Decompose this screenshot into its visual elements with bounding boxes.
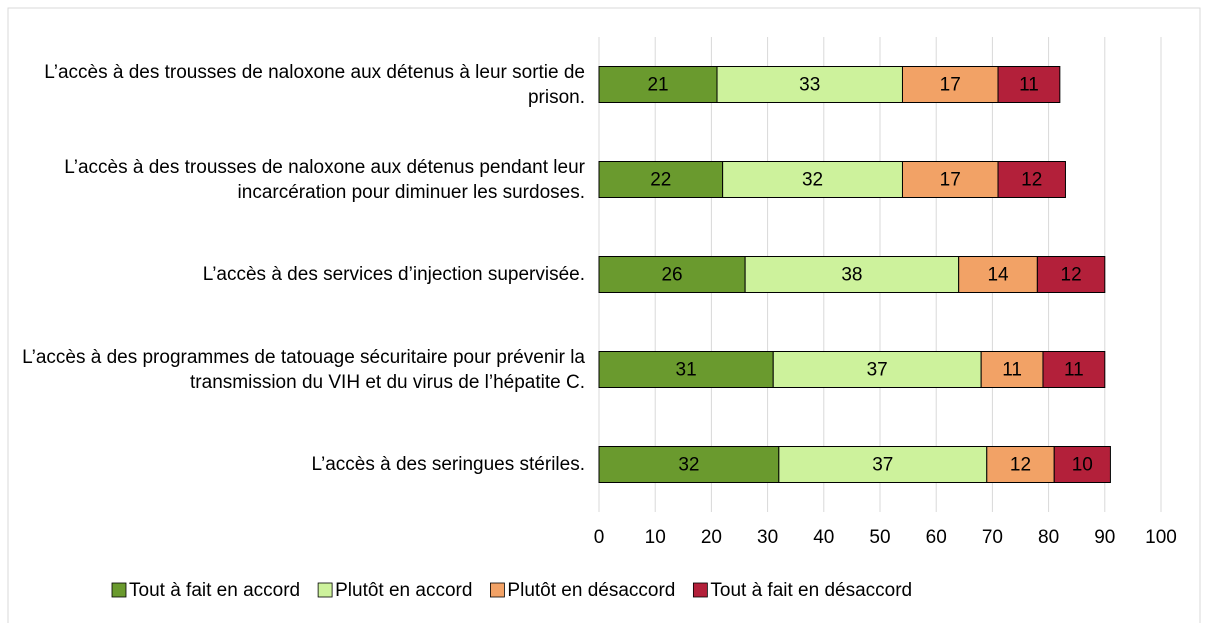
data-label: 12	[1021, 170, 1042, 191]
data-label: 31	[676, 360, 697, 381]
x-tick-label: 50	[869, 527, 890, 548]
data-label: 37	[872, 455, 893, 476]
legend-label: Plutôt en accord	[335, 580, 472, 601]
bar-segment	[901, 161, 999, 198]
data-label: 10	[1072, 455, 1093, 476]
data-label: 12	[1061, 265, 1082, 286]
bar-segment	[598, 446, 780, 483]
legend-label: Plutôt en désaccord	[507, 580, 675, 601]
bar-segment	[901, 66, 999, 103]
x-tick-label: 10	[645, 527, 666, 548]
data-label: 22	[650, 170, 671, 191]
bar-segment	[722, 161, 903, 198]
data-label: 14	[987, 265, 1009, 286]
frame	[7, 7, 1201, 623]
data-label: 12	[1010, 455, 1031, 476]
x-tick-label: 90	[1094, 527, 1115, 548]
x-tick-label: 100	[1145, 527, 1177, 548]
x-tick-label: 40	[813, 527, 834, 548]
x-tick-label: 0	[594, 527, 605, 548]
data-label: 37	[867, 360, 888, 381]
legend-swatch	[317, 582, 333, 598]
data-label: 33	[799, 75, 820, 96]
bar-segment	[598, 161, 724, 198]
legend-swatch	[692, 582, 708, 598]
bar-segment	[1036, 256, 1106, 293]
bar-segment	[772, 351, 982, 388]
category-label: L’accès à des trousses de naloxone aux d…	[44, 61, 585, 108]
bar-segment	[778, 446, 988, 483]
category-label: L’accès à des programmes de tatouage séc…	[22, 346, 585, 393]
category-label: L’accès à des seringues stériles.	[311, 454, 585, 475]
category-label: L’accès à des trousses de naloxone aux d…	[64, 156, 585, 203]
x-tick-label: 70	[982, 527, 1003, 548]
bar-segment	[958, 256, 1038, 293]
bar-segment	[716, 66, 903, 103]
bar-segment	[997, 66, 1061, 103]
data-label: 32	[678, 455, 699, 476]
data-label: 17	[940, 75, 961, 96]
legend-label: Tout à fait en désaccord	[710, 580, 912, 601]
bar-segment	[1053, 446, 1111, 483]
data-label: 11	[1019, 75, 1039, 96]
data-label: 11	[1064, 360, 1084, 381]
category-label: L’accès à des services d’injection super…	[202, 264, 585, 285]
x-tick-label: 30	[757, 527, 778, 548]
bar-segment	[598, 256, 746, 293]
data-label: 21	[647, 75, 668, 96]
bar-segment	[744, 256, 960, 293]
data-label: 11	[1002, 360, 1022, 381]
x-tick-label: 80	[1038, 527, 1059, 548]
data-label: 32	[802, 170, 823, 191]
data-label: 17	[940, 170, 961, 191]
bar-segment	[980, 351, 1044, 388]
legend-swatch	[111, 582, 127, 598]
legend-label: Tout à fait en accord	[129, 580, 300, 601]
data-label: 26	[661, 265, 682, 286]
x-tick-label: 20	[701, 527, 722, 548]
data-label: 38	[841, 265, 862, 286]
legend-swatch	[490, 582, 505, 598]
x-tick-label: 60	[926, 527, 947, 548]
bar-segment	[1042, 351, 1106, 388]
bar-segment	[997, 161, 1066, 198]
